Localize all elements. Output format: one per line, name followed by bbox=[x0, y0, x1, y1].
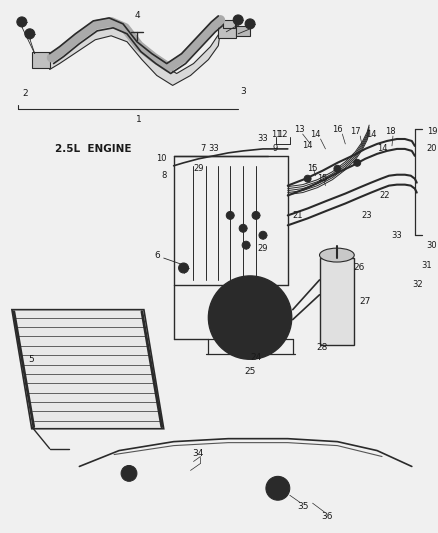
Circle shape bbox=[224, 292, 276, 343]
Text: 30: 30 bbox=[427, 241, 437, 249]
Text: 2.5L  ENGINE: 2.5L ENGINE bbox=[55, 144, 131, 154]
Text: 35: 35 bbox=[297, 502, 308, 511]
Text: 28: 28 bbox=[317, 343, 328, 352]
Text: 25: 25 bbox=[244, 367, 256, 376]
Text: 33: 33 bbox=[208, 144, 219, 154]
Text: 15: 15 bbox=[317, 174, 328, 183]
Circle shape bbox=[179, 263, 188, 273]
Text: 5: 5 bbox=[28, 355, 34, 364]
Text: 33: 33 bbox=[258, 134, 268, 143]
Text: 10: 10 bbox=[156, 155, 167, 163]
Circle shape bbox=[226, 212, 234, 220]
Text: 34: 34 bbox=[193, 449, 204, 458]
Circle shape bbox=[272, 482, 284, 494]
Text: 1: 1 bbox=[136, 115, 142, 124]
Text: 29: 29 bbox=[193, 164, 204, 173]
Text: 15: 15 bbox=[307, 164, 318, 173]
Text: 14: 14 bbox=[366, 130, 376, 139]
Text: 4: 4 bbox=[134, 11, 140, 20]
Circle shape bbox=[216, 284, 284, 351]
Circle shape bbox=[266, 477, 290, 500]
Text: 12: 12 bbox=[278, 130, 288, 139]
Circle shape bbox=[25, 29, 35, 39]
Text: 2: 2 bbox=[22, 89, 28, 98]
Circle shape bbox=[242, 241, 250, 249]
Text: 19: 19 bbox=[427, 126, 437, 135]
Text: 21: 21 bbox=[293, 211, 303, 220]
Text: 14: 14 bbox=[302, 141, 313, 150]
Text: 24: 24 bbox=[251, 353, 261, 362]
Ellipse shape bbox=[320, 248, 354, 262]
Text: 32: 32 bbox=[412, 280, 422, 289]
Text: 23: 23 bbox=[362, 211, 372, 220]
Text: 9: 9 bbox=[273, 144, 278, 154]
Text: 22: 22 bbox=[380, 191, 390, 200]
Text: 14: 14 bbox=[310, 130, 321, 139]
Bar bbox=[223, 20, 235, 28]
Circle shape bbox=[354, 159, 361, 166]
Text: 36: 36 bbox=[321, 512, 333, 521]
Polygon shape bbox=[12, 310, 164, 429]
Bar bbox=[32, 52, 49, 68]
Text: 27: 27 bbox=[360, 297, 371, 306]
Circle shape bbox=[233, 15, 243, 25]
Bar bbox=[236, 26, 250, 36]
Text: 11: 11 bbox=[271, 130, 281, 139]
Text: 3: 3 bbox=[240, 87, 246, 96]
Circle shape bbox=[17, 17, 27, 27]
Text: 31: 31 bbox=[422, 261, 432, 270]
Text: 18: 18 bbox=[385, 126, 395, 135]
Circle shape bbox=[121, 465, 137, 481]
Circle shape bbox=[259, 231, 267, 239]
Text: 26: 26 bbox=[353, 263, 365, 272]
Circle shape bbox=[208, 276, 292, 359]
Text: 6: 6 bbox=[154, 251, 160, 260]
Circle shape bbox=[239, 224, 247, 232]
Polygon shape bbox=[49, 20, 220, 85]
Text: 16: 16 bbox=[332, 125, 343, 134]
Circle shape bbox=[304, 175, 311, 182]
Bar bbox=[218, 24, 236, 38]
Text: 7: 7 bbox=[201, 144, 206, 154]
Circle shape bbox=[252, 212, 260, 220]
Text: 20: 20 bbox=[427, 144, 437, 154]
Circle shape bbox=[245, 19, 255, 29]
Text: 13: 13 bbox=[294, 125, 305, 134]
Text: 17: 17 bbox=[350, 126, 360, 135]
Text: 14: 14 bbox=[377, 144, 387, 154]
Circle shape bbox=[334, 165, 341, 172]
Bar bbox=[320, 258, 354, 345]
Text: 29: 29 bbox=[258, 244, 268, 253]
Text: 8: 8 bbox=[161, 171, 167, 180]
Text: 33: 33 bbox=[392, 231, 402, 240]
